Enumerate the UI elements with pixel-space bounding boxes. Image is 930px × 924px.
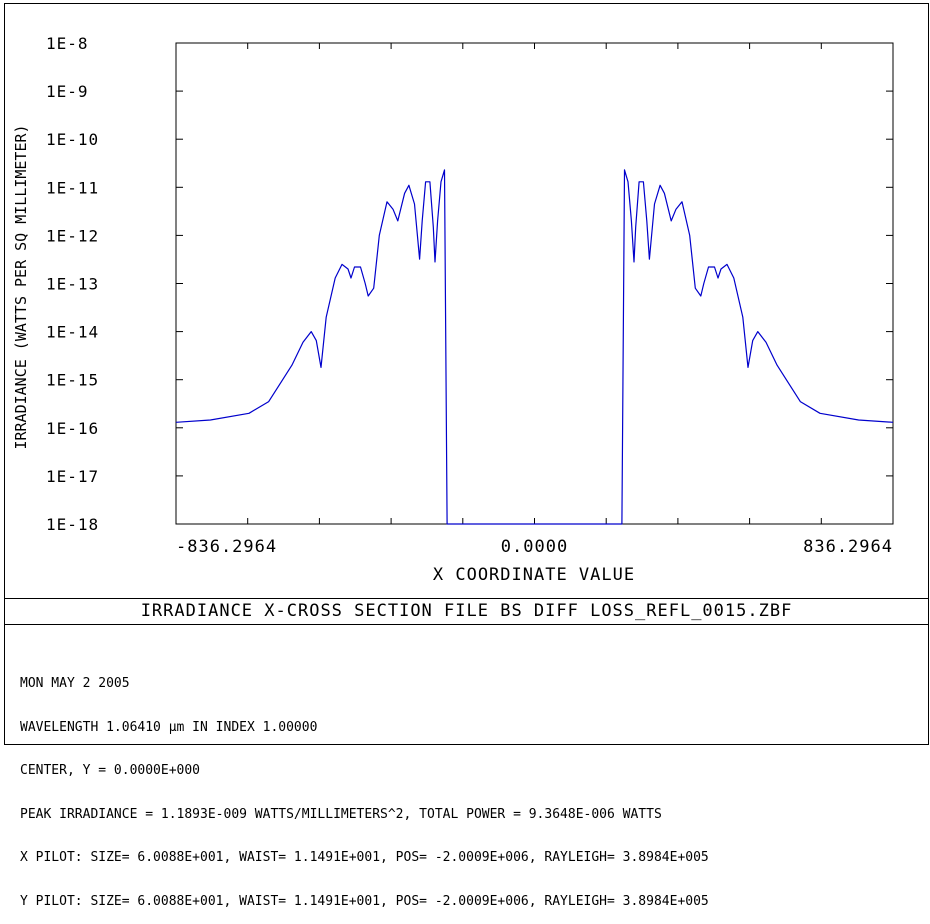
x-tick-label: 836.2964 (803, 537, 893, 557)
y-axis-label: IRRADIANCE (WATTS PER SQ MILLIMETER) (12, 124, 30, 449)
y-tick-label: 1E-17 (46, 467, 99, 486)
y-tick-label: 1E-13 (46, 275, 99, 294)
y-tick-label: 1E-14 (46, 323, 99, 342)
y-tick-label: 1E-11 (46, 178, 99, 197)
info-block: MON MAY 2 2005 WAVELENGTH 1.06410 µm IN … (20, 648, 709, 924)
info-wavelength: WAVELENGTH 1.06410 µm IN INDEX 1.00000 (20, 719, 318, 735)
x-axis-label: X COORDINATE VALUE (433, 565, 635, 585)
caption-separator-top (4, 598, 929, 599)
info-y-pilot: Y PILOT: SIZE= 6.0088E+001, WAIST= 1.149… (20, 893, 709, 909)
caption-separator-bottom (4, 624, 929, 625)
y-tick-label: 1E-18 (46, 515, 99, 534)
irradiance-chart: 1E-8 1E-9 1E-10 1E-11 1E-12 1E-13 1E-14 1E-15 1E… (12, 34, 894, 585)
y-axis-ticks: 1E-8 1E-9 1E-10 1E-11 1E-12 1E-13 1E-14 1E-15 1E… (46, 34, 893, 534)
chart-caption: IRRADIANCE X-CROSS SECTION FILE BS DIFF … (140, 601, 793, 621)
y-tick-label: 1E-10 (46, 130, 99, 149)
y-tick-label: 1E-15 (46, 371, 99, 390)
info-peak-irradiance: PEAK IRRADIANCE = 1.1893E-009 WATTS/MILL… (20, 806, 662, 822)
y-tick-label: 1E-9 (46, 82, 89, 101)
x-tick-label: -836.2964 (176, 537, 277, 557)
info-center: CENTER, Y = 0.0000E+000 (20, 763, 201, 778)
y-tick-label: 1E-12 (46, 226, 99, 245)
x-axis-ticks: -836.2964 0.0000 836.2964 (175, 43, 894, 557)
irradiance-curve-group (175, 169, 894, 525)
plot-area-border (175, 42, 894, 525)
chart-axes (175, 42, 894, 525)
irradiance-line (175, 169, 894, 525)
plot-frame (4, 3, 929, 745)
info-date: MON MAY 2 2005 (20, 676, 130, 691)
y-tick-label: 1E-8 (46, 34, 89, 53)
y-tick-label: 1E-16 (46, 419, 99, 438)
info-x-pilot: X PILOT: SIZE= 6.0088E+001, WAIST= 1.149… (20, 850, 709, 865)
x-tick-label: 0.0000 (501, 537, 568, 557)
